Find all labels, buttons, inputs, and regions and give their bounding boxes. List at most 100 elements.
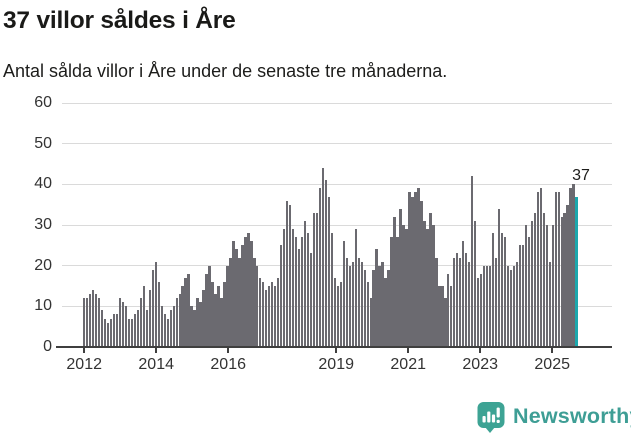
bar	[220, 298, 223, 347]
bar	[274, 286, 277, 347]
bar	[229, 257, 232, 347]
x-axis-label-2023: 2023	[462, 356, 498, 373]
bar	[163, 314, 166, 347]
bar	[390, 237, 393, 347]
bar	[566, 204, 569, 347]
bar	[321, 168, 325, 347]
bar	[256, 265, 259, 347]
bar	[312, 212, 316, 347]
bar	[363, 269, 366, 347]
bar	[85, 298, 89, 347]
bar	[217, 286, 220, 347]
bar	[232, 241, 235, 347]
y-axis-label: 10	[34, 297, 52, 315]
bar	[417, 188, 420, 347]
bar	[250, 241, 253, 347]
bar	[127, 318, 131, 347]
bar	[354, 229, 357, 347]
bar	[333, 277, 337, 347]
bar	[441, 286, 444, 347]
bar	[247, 233, 250, 347]
bar	[196, 298, 199, 347]
bar	[336, 286, 340, 347]
bar	[393, 216, 396, 347]
y-axis-label: 20	[34, 256, 52, 274]
bar	[291, 229, 295, 347]
bar	[184, 277, 187, 347]
bar	[545, 225, 548, 347]
x-axis-label-2016: 2016	[210, 356, 246, 373]
bar	[453, 257, 456, 347]
bar	[241, 245, 244, 347]
bar	[175, 298, 178, 347]
bar	[360, 261, 363, 347]
bar	[330, 233, 334, 347]
bar	[211, 281, 214, 347]
bar	[306, 233, 310, 347]
bar	[187, 273, 190, 347]
bar	[521, 245, 525, 347]
bar	[563, 212, 566, 347]
y-axis-label: 40	[34, 175, 52, 193]
bar	[276, 277, 280, 347]
x-axis-tick-2016	[227, 348, 229, 353]
bar	[485, 265, 489, 347]
bar	[500, 233, 504, 347]
bar	[423, 220, 426, 347]
x-axis-tick-2023	[479, 348, 481, 353]
bar	[145, 310, 149, 347]
bar	[253, 257, 256, 347]
bar	[497, 208, 501, 347]
x-axis-tick-2019	[335, 348, 337, 353]
bar	[259, 277, 262, 347]
x-axis-label-2021: 2021	[390, 356, 426, 373]
bar	[202, 290, 205, 347]
bar	[97, 298, 101, 347]
bar	[542, 212, 545, 347]
bar	[262, 281, 265, 347]
bar	[288, 204, 292, 347]
bar	[178, 294, 181, 347]
gridline-y60	[62, 102, 612, 104]
bar	[106, 322, 110, 347]
newsworthy-badge-icon	[477, 402, 505, 433]
bar	[450, 286, 453, 347]
bar	[109, 318, 113, 347]
bar	[509, 269, 513, 347]
bar	[527, 237, 531, 347]
newsworthy-logo: Newsworthy	[477, 401, 631, 435]
bar	[384, 277, 387, 347]
x-axis-label-2014: 2014	[138, 356, 174, 373]
bar	[297, 249, 301, 347]
bars-container	[83, 103, 585, 347]
bar	[151, 269, 155, 347]
bar	[285, 200, 289, 347]
bar	[462, 241, 465, 347]
bar	[473, 220, 477, 347]
y-axis-label: 30	[34, 216, 52, 233]
bar	[115, 314, 119, 347]
bar	[444, 298, 447, 347]
bar	[459, 257, 462, 347]
bar	[551, 225, 554, 347]
bar	[112, 314, 116, 347]
gridline-y30	[62, 224, 612, 226]
bar	[503, 237, 507, 347]
x-axis-tick-2025	[551, 348, 553, 353]
bar	[491, 233, 495, 347]
bar	[447, 273, 450, 347]
bar	[351, 261, 354, 347]
bar	[533, 212, 537, 347]
bar	[169, 310, 172, 347]
bar	[130, 318, 134, 347]
bar	[408, 192, 411, 347]
bar	[375, 249, 378, 347]
bar	[396, 237, 399, 347]
x-axis-tick-2012	[83, 348, 85, 353]
bar	[345, 257, 349, 347]
bar	[378, 265, 381, 347]
x-axis-tick-2014	[155, 348, 157, 353]
bar	[318, 188, 322, 347]
bar	[193, 310, 196, 347]
